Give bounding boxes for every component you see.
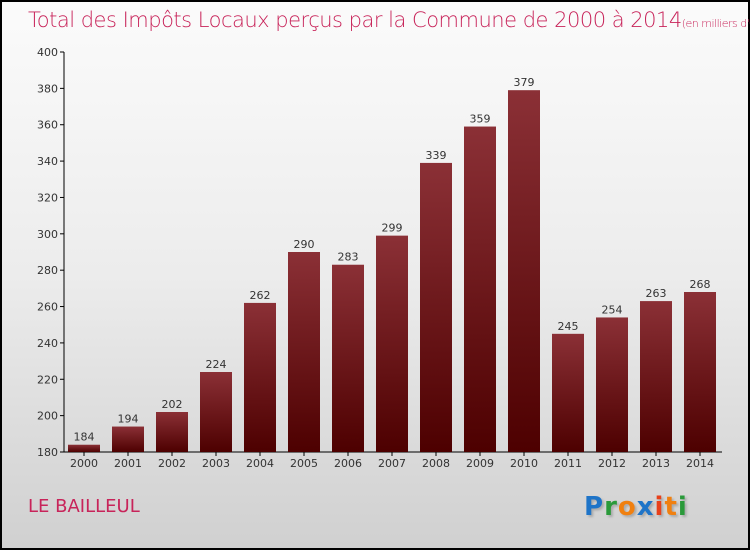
y-tick-label: 320 [37,191,58,204]
bar-2009 [464,126,496,452]
y-tick-label: 300 [37,228,58,241]
y-tick-label: 280 [37,264,58,277]
data-label-2007: 299 [382,222,403,235]
bar-2000 [68,444,100,452]
data-label-2014: 268 [690,278,711,291]
bar-2001 [112,426,144,452]
x-tick-label: 2008 [422,457,450,470]
data-label-2011: 245 [558,320,579,333]
bar-2013 [640,301,672,452]
x-tick-label: 2004 [246,457,274,470]
x-tick-label: 2005 [290,457,318,470]
data-label-2010: 379 [514,76,535,89]
y-tick-label: 220 [37,373,58,386]
data-label-2003: 224 [206,358,227,371]
bar-2007 [376,235,408,452]
x-tick-label: 2003 [202,457,230,470]
x-tick-label: 2014 [686,457,714,470]
data-label-2002: 202 [162,398,183,411]
x-tick-label: 2006 [334,457,362,470]
data-label-2006: 283 [338,251,359,264]
bar-2004 [244,302,276,452]
data-label-2008: 339 [426,149,447,162]
logo-letter: P [584,492,605,522]
data-label-2009: 359 [470,113,491,126]
logo-letter: x [636,492,655,522]
x-tick-label: 2000 [70,457,98,470]
x-tick-label: 2012 [598,457,626,470]
y-tick-label: 360 [37,119,58,132]
bar-2012 [596,317,628,452]
y-tick-label: 200 [37,410,58,423]
bar-2014 [684,292,716,452]
x-tick-label: 2009 [466,457,494,470]
x-tick-label: 2007 [378,457,406,470]
data-label-2000: 184 [74,431,95,444]
proxiti-logo: Proxiti [584,492,688,522]
y-tick-label: 380 [37,82,58,95]
y-tick-label: 240 [37,337,58,350]
chart-title: Total des Impôts Locaux perçus par la Co… [28,8,750,32]
x-tick-label: 2013 [642,457,670,470]
data-label-2001: 194 [118,413,139,426]
logo-letter: i [654,492,665,522]
logo-letter: t [664,492,678,522]
y-tick-label: 400 [37,46,58,59]
x-tick-label: 2011 [554,457,582,470]
bar-2006 [332,264,364,452]
logo-letter: o [617,492,637,522]
x-tick-label: 2001 [114,457,142,470]
y-tick-label: 260 [37,301,58,314]
bar-2010 [508,90,540,452]
data-label-2012: 254 [602,303,623,316]
bar-2003 [200,372,232,452]
bar-2005 [288,252,320,452]
logo-letter: r [604,492,618,522]
bar-2008 [420,162,452,452]
y-tick-label: 180 [37,446,58,459]
title-text: Total des Impôts Locaux perçus par la Co… [28,8,682,32]
bar-2011 [552,333,584,452]
commune-name: LE BAILLEUL [28,496,140,517]
bar-2002 [156,412,188,452]
logo-letter: i [677,492,688,522]
unit-label: (en milliers d'€) [681,17,750,30]
data-label-2004: 262 [250,289,271,302]
data-label-2013: 263 [646,287,667,300]
data-label-2005: 290 [294,238,315,251]
x-tick-label: 2002 [158,457,186,470]
x-tick-label: 2010 [510,457,538,470]
y-tick-label: 340 [37,155,58,168]
